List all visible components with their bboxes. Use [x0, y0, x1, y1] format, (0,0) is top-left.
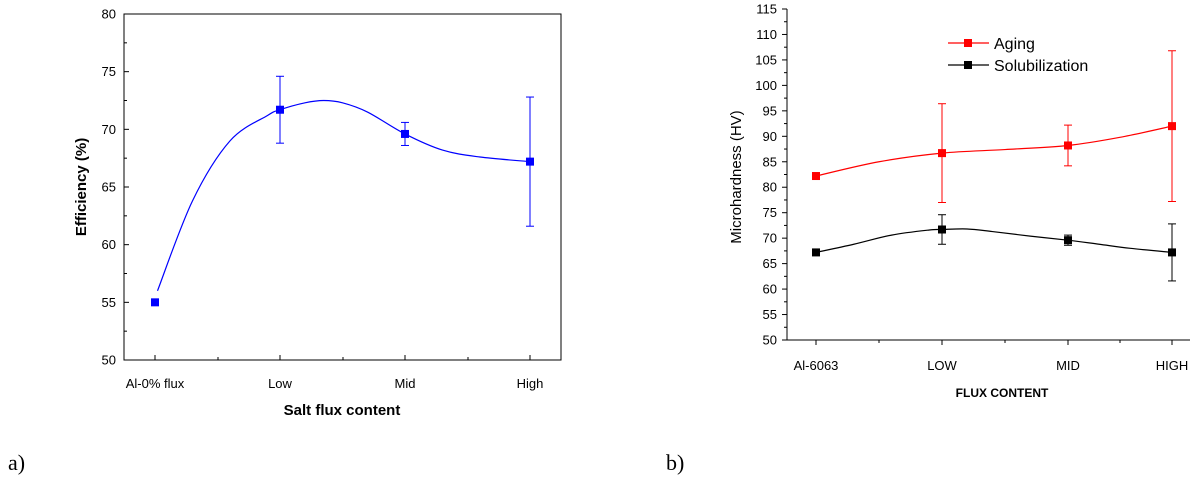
- panel-b-x-axis-title: FLUX CONTENT: [956, 386, 1049, 400]
- data-point: [1168, 122, 1176, 131]
- panel-b-series: [812, 50, 1176, 282]
- panel-a-plot-frame: [123, 13, 562, 361]
- y-tick-label: 65: [102, 180, 116, 195]
- y-tick-label: 70: [763, 231, 777, 246]
- y-tick-label: 100: [755, 78, 777, 93]
- x-tick-label: High: [517, 376, 544, 391]
- x-tick-label: Low: [268, 376, 292, 391]
- data-point: [1064, 236, 1072, 245]
- y-tick-label: 85: [763, 154, 777, 169]
- y-tick-label: 95: [763, 103, 777, 118]
- data-point: [401, 129, 409, 138]
- y-tick-label: 105: [755, 52, 777, 67]
- x-tick-label: LOW: [927, 358, 957, 373]
- panel-b-label: b): [666, 450, 684, 475]
- y-tick-label: 110: [756, 27, 777, 42]
- data-point: [1064, 141, 1072, 150]
- panel-a-series: [151, 75, 534, 307]
- data-point: [276, 105, 284, 114]
- y-tick-label: 65: [763, 256, 777, 271]
- legend-solubilization-marker: [964, 61, 972, 69]
- y-tick-label: 90: [763, 129, 777, 144]
- series-0-curve: [156, 99, 531, 292]
- data-point: [526, 157, 534, 166]
- panel-b-x-ticks: Al-6063 LOW MID HIGH: [794, 340, 1189, 373]
- panel-b-microhardness-chart: 50 55 60 65 70 75 80 85 90 95 100 105 110 115 Al-6063…: [666, 2, 1190, 475]
- x-tick-label: MID: [1056, 358, 1080, 373]
- data-point: [812, 172, 820, 181]
- x-tick-label: Mid: [395, 376, 416, 391]
- y-tick-label: 55: [763, 307, 777, 322]
- y-tick-label: 75: [763, 205, 777, 220]
- y-tick-label: 60: [763, 282, 777, 297]
- y-tick-label: 75: [102, 64, 116, 79]
- x-tick-label: Al-6063: [794, 358, 839, 373]
- panel-a-efficiency-chart: 50 55 60 65 70 75 80 Al-0% flux Low Mid High Salt…: [8, 7, 562, 475]
- x-tick-label: HIGH: [1156, 358, 1189, 373]
- y-tick-label: 115: [756, 2, 777, 17]
- x-tick-label: Al-0% flux: [126, 376, 185, 391]
- panel-b-y-axis-title: Microhardness (HV): [728, 110, 745, 243]
- panel-a-label: a): [8, 450, 25, 475]
- data-point: [151, 298, 159, 307]
- data-point: [938, 225, 946, 234]
- panel-a-x-ticks: Al-0% flux Low Mid High: [126, 355, 544, 391]
- legend-aging-marker: [964, 39, 972, 47]
- series-1-curve: [815, 228, 1173, 254]
- data-point: [938, 149, 946, 158]
- y-tick-label: 60: [102, 237, 116, 252]
- data-point: [1168, 248, 1176, 257]
- y-tick-label: 70: [102, 122, 116, 137]
- panel-a-y-axis-title: Efficiency (%): [73, 138, 90, 236]
- series-0-curve: [815, 125, 1173, 177]
- y-tick-label: 55: [102, 295, 116, 310]
- panel-a-x-axis-title: Salt flux content: [284, 402, 401, 419]
- panel-b-legend: Aging Solubilization: [948, 36, 1088, 75]
- legend-aging-label: Aging: [994, 36, 1035, 53]
- data-point: [812, 248, 820, 257]
- y-tick-label: 50: [102, 353, 116, 368]
- y-tick-label: 80: [102, 7, 116, 22]
- y-tick-label: 80: [763, 180, 777, 195]
- panel-a-y-ticks: 50 55 60 65 70 75 80: [102, 7, 129, 368]
- panel-b-y-ticks: 50 55 60 65 70 75 80 85 90 95 100 105 110 115: [755, 2, 787, 348]
- legend-solubilization-label: Solubilization: [994, 58, 1088, 75]
- y-tick-label: 50: [763, 333, 777, 348]
